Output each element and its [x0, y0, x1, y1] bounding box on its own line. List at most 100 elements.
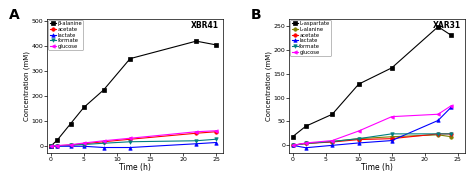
- lactate: [213, 141, 219, 144]
- lactate: [81, 145, 87, 147]
- formate: [101, 142, 107, 144]
- acetate: [101, 141, 107, 143]
- acetate: [48, 145, 54, 147]
- formate: [356, 137, 362, 140]
- β-alanine: [193, 40, 199, 42]
- L-aspartate: [435, 26, 441, 28]
- β-alanine: [48, 145, 54, 147]
- lactate: [290, 144, 295, 146]
- formate: [448, 133, 454, 135]
- β-alanine: [68, 123, 73, 125]
- acetate: [55, 145, 60, 147]
- L-alanine: [389, 136, 395, 138]
- formate: [55, 145, 60, 147]
- formate: [81, 143, 87, 146]
- L-aspartate: [290, 136, 295, 138]
- X-axis label: Time (h): Time (h): [361, 163, 393, 172]
- L-aspartate: [356, 83, 362, 85]
- glucose: [48, 145, 54, 147]
- Legend: β-alanine, acetate, lactate, formate, glucose: β-alanine, acetate, lactate, formate, gl…: [48, 20, 83, 50]
- Text: B: B: [251, 8, 261, 22]
- formate: [290, 144, 295, 146]
- L-aspartate: [448, 34, 454, 36]
- acetate: [68, 144, 73, 146]
- glucose: [81, 142, 87, 144]
- lactate: [101, 146, 107, 149]
- glucose: [389, 116, 395, 118]
- acetate: [127, 138, 133, 140]
- glucose: [213, 130, 219, 132]
- Line: L-alanine: L-alanine: [291, 133, 453, 147]
- glucose: [329, 140, 335, 142]
- glucose: [55, 144, 60, 147]
- lactate: [435, 119, 441, 122]
- glucose: [193, 131, 199, 133]
- formate: [127, 141, 133, 143]
- formate: [389, 133, 395, 135]
- acetate: [448, 133, 454, 135]
- L-aspartate: [303, 125, 309, 127]
- L-alanine: [329, 140, 335, 143]
- β-alanine: [127, 57, 133, 60]
- formate: [193, 140, 199, 142]
- Y-axis label: Concentration (mM): Concentration (mM): [24, 51, 30, 121]
- acetate: [193, 132, 199, 134]
- glucose: [356, 130, 362, 132]
- formate: [68, 144, 73, 146]
- lactate: [356, 142, 362, 144]
- acetate: [290, 144, 295, 146]
- lactate: [193, 143, 199, 145]
- acetate: [435, 133, 441, 135]
- lactate: [48, 145, 54, 147]
- Line: acetate: acetate: [49, 130, 218, 148]
- lactate: [55, 145, 60, 147]
- lactate: [68, 145, 73, 147]
- L-alanine: [435, 134, 441, 136]
- acetate: [389, 137, 395, 140]
- Line: β-alanine: β-alanine: [49, 39, 218, 148]
- formate: [213, 138, 219, 140]
- Line: formate: formate: [49, 137, 218, 148]
- β-alanine: [101, 89, 107, 91]
- glucose: [448, 105, 454, 107]
- acetate: [329, 141, 335, 143]
- L-alanine: [303, 142, 309, 145]
- glucose: [101, 140, 107, 142]
- formate: [48, 145, 54, 147]
- Line: lactate: lactate: [49, 141, 218, 149]
- formate: [329, 140, 335, 143]
- L-alanine: [356, 137, 362, 140]
- formate: [435, 133, 441, 135]
- L-alanine: [290, 144, 295, 146]
- Line: L-aspartate: L-aspartate: [291, 25, 453, 138]
- acetate: [81, 143, 87, 145]
- Line: lactate: lactate: [291, 105, 453, 150]
- Y-axis label: Concentration (mM): Concentration (mM): [265, 51, 272, 121]
- β-alanine: [81, 106, 87, 109]
- lactate: [448, 106, 454, 108]
- formate: [303, 142, 309, 145]
- Legend: L-aspartate, L-alanine, acetate, lactate, formate, glucose: L-aspartate, L-alanine, acetate, lactate…: [290, 20, 331, 56]
- Line: glucose: glucose: [291, 104, 453, 147]
- glucose: [127, 137, 133, 139]
- Text: A: A: [9, 8, 19, 22]
- acetate: [213, 131, 219, 133]
- L-alanine: [448, 136, 454, 138]
- acetate: [356, 139, 362, 141]
- glucose: [68, 144, 73, 146]
- Text: XBR41: XBR41: [191, 21, 219, 30]
- glucose: [303, 142, 309, 144]
- β-alanine: [55, 139, 60, 141]
- lactate: [389, 140, 395, 142]
- L-aspartate: [329, 113, 335, 115]
- lactate: [303, 147, 309, 149]
- lactate: [127, 146, 133, 149]
- glucose: [290, 144, 295, 146]
- glucose: [435, 113, 441, 115]
- acetate: [303, 142, 309, 145]
- X-axis label: Time (h): Time (h): [119, 163, 151, 172]
- lactate: [329, 144, 335, 146]
- β-alanine: [213, 44, 219, 46]
- Line: glucose: glucose: [49, 129, 218, 148]
- L-aspartate: [389, 67, 395, 69]
